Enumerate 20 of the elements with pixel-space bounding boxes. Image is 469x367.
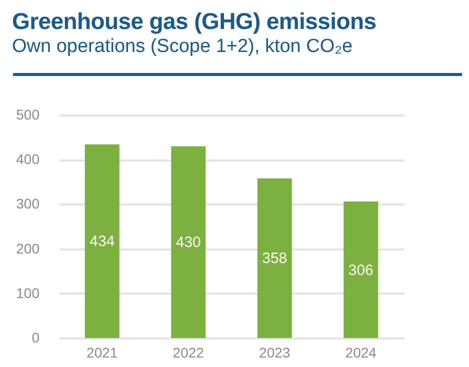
y-tick-label: 100 (16, 284, 40, 301)
x-tick-label: 2022 (172, 344, 204, 360)
y-tick-label: 500 (16, 106, 40, 122)
y-tick-label: 400 (16, 151, 40, 168)
chart-title: Greenhouse gas (GHG) emissions (12, 8, 376, 35)
y-tick-label: 300 (16, 196, 40, 212)
bar (84, 144, 120, 338)
data-label: 358 (262, 250, 288, 268)
bar (257, 178, 292, 338)
data-label: 434 (90, 233, 115, 250)
data-label: 430 (176, 234, 201, 252)
data-label: 306 (348, 262, 374, 279)
bar (171, 146, 206, 338)
x-tick-label: 2021 (86, 344, 118, 360)
bar (344, 202, 378, 338)
y-tick-label: 0 (32, 330, 40, 346)
x-tick-label: 2023 (259, 344, 290, 360)
chart-subtitle: Own operations (Scope 1+2), kton CO₂e (12, 36, 353, 58)
y-tick-label: 200 (16, 240, 40, 256)
x-tick-label: 2024 (345, 344, 377, 360)
